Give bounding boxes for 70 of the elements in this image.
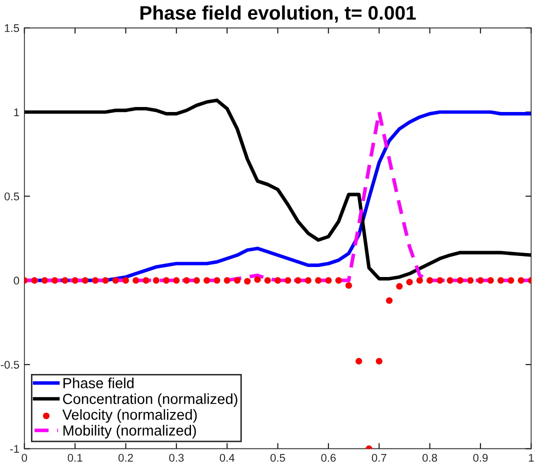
- point: [436, 277, 444, 284]
- point: [82, 277, 88, 284]
- point: [142, 277, 150, 284]
- point: [497, 277, 504, 284]
- point: [254, 276, 261, 283]
- point: [406, 278, 413, 286]
- point: [173, 277, 180, 284]
- point: [284, 277, 292, 284]
- point: [345, 282, 352, 289]
- y-tick-label: -0.5: [0, 360, 20, 369]
- x-tick-label: 0: [22, 454, 28, 462]
- point: [52, 277, 58, 284]
- x-tick-label: 0.8: [422, 454, 438, 462]
- x-tick-label: 0.2: [118, 454, 133, 462]
- y-tick-label: 1.5: [4, 24, 20, 32]
- point: [152, 277, 160, 284]
- x-tick-label: 0.6: [321, 454, 336, 462]
- y-tick-label: 0.5: [4, 192, 20, 200]
- x-tick-label: 0.5: [270, 454, 286, 462]
- chart-title: Phase field evolution, t= 0.001: [140, 5, 416, 23]
- point: [193, 277, 200, 284]
- y-tick-label: 0: [14, 276, 20, 285]
- point: [518, 277, 524, 284]
- x-tick-label: 0.1: [68, 454, 82, 462]
- point: [335, 277, 342, 284]
- point: [92, 277, 99, 284]
- point: [204, 277, 210, 284]
- point: [112, 277, 119, 284]
- point: [396, 282, 403, 290]
- legend-label: Velocity (normalized): [62, 409, 197, 423]
- x-tick-label: 0.4: [220, 454, 234, 462]
- point: [132, 277, 140, 284]
- point: [426, 277, 434, 284]
- y-tick-label: 1: [14, 108, 19, 116]
- point: [31, 277, 38, 284]
- point: [294, 277, 302, 284]
- point: [508, 277, 514, 284]
- point: [234, 277, 241, 284]
- point: [183, 277, 190, 284]
- point: [325, 277, 332, 284]
- point: [224, 277, 230, 284]
- point: [416, 277, 423, 284]
- point: [274, 277, 282, 284]
- x-tick-label: 0.7: [372, 454, 386, 462]
- point: [41, 277, 48, 284]
- point: [467, 277, 474, 284]
- x-tick-label: 1: [528, 454, 534, 462]
- point: [376, 358, 382, 364]
- point: [487, 277, 494, 284]
- point: [304, 277, 312, 284]
- point: [162, 277, 170, 284]
- x-tick-label: 0.3: [169, 454, 184, 462]
- legend-label: Mobility (normalized): [64, 424, 196, 439]
- point: [477, 277, 484, 284]
- legend-label: Concentration (normalized): [63, 393, 238, 407]
- point: [264, 277, 271, 284]
- x-tick-label: 0.9: [473, 454, 488, 462]
- point: [62, 277, 68, 284]
- point: [446, 277, 454, 284]
- point: [356, 358, 362, 364]
- point: [386, 297, 393, 304]
- point: [214, 277, 220, 284]
- point: [72, 277, 78, 284]
- point: [456, 277, 464, 284]
- y-tick-label: -1: [10, 445, 19, 453]
- point: [244, 278, 251, 285]
- point: [315, 277, 322, 284]
- point: [122, 277, 130, 284]
- point: [102, 277, 109, 284]
- legend-label: Phase field: [64, 378, 134, 388]
